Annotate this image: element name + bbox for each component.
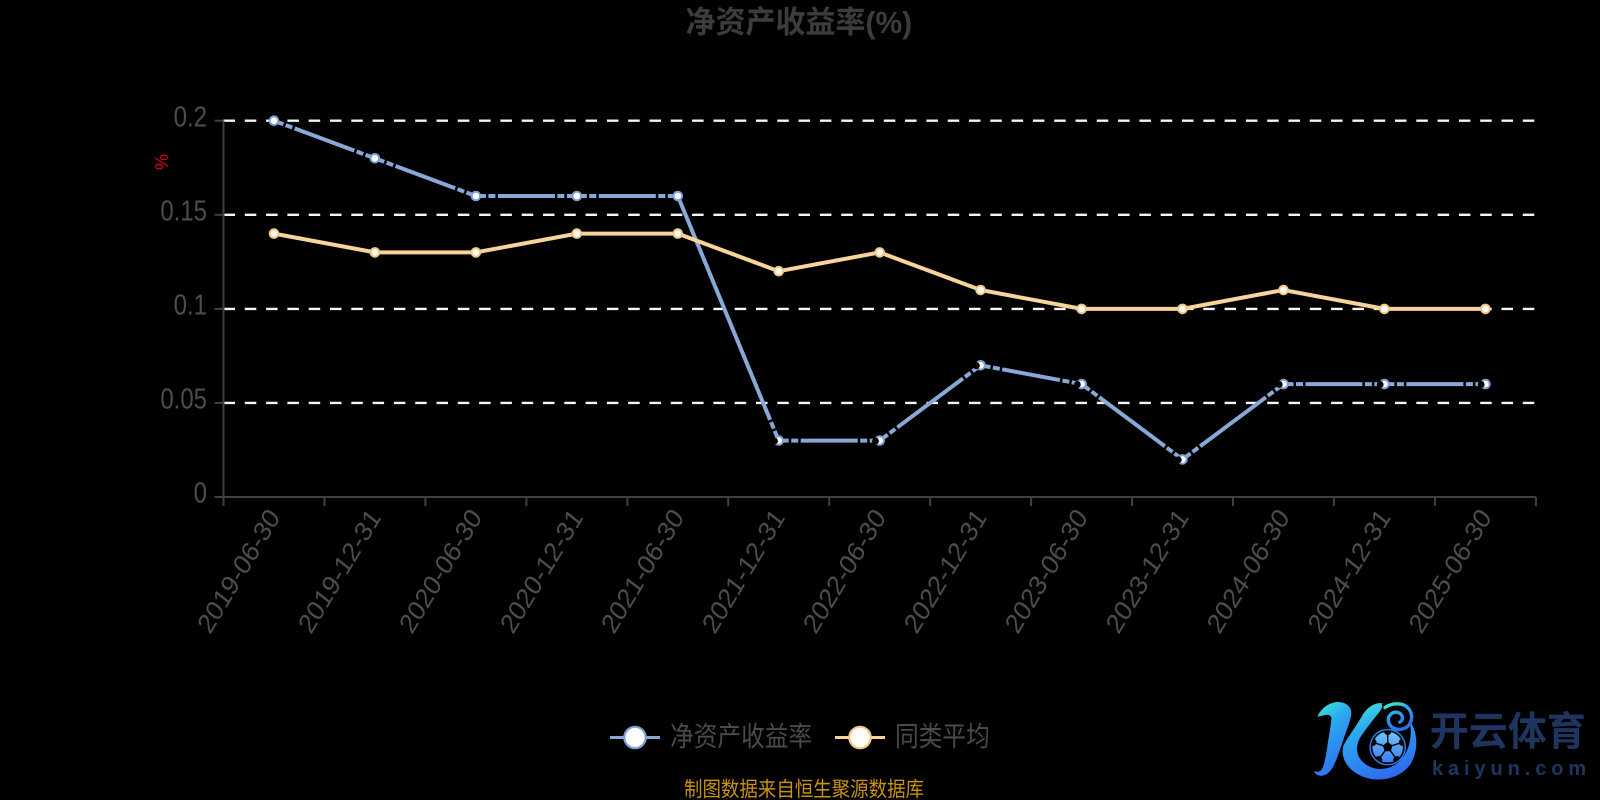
svg-text:0.2: 0.2 xyxy=(174,101,207,133)
svg-text:kaiyun.com: kaiyun.com xyxy=(1432,758,1591,780)
svg-text:%: % xyxy=(151,154,171,170)
svg-text:0.15: 0.15 xyxy=(160,195,207,227)
svg-text:(%): (%) xyxy=(866,7,913,40)
svg-text:0.05: 0.05 xyxy=(160,383,207,415)
svg-text:0: 0 xyxy=(194,477,207,509)
svg-text:0.1: 0.1 xyxy=(174,289,207,321)
